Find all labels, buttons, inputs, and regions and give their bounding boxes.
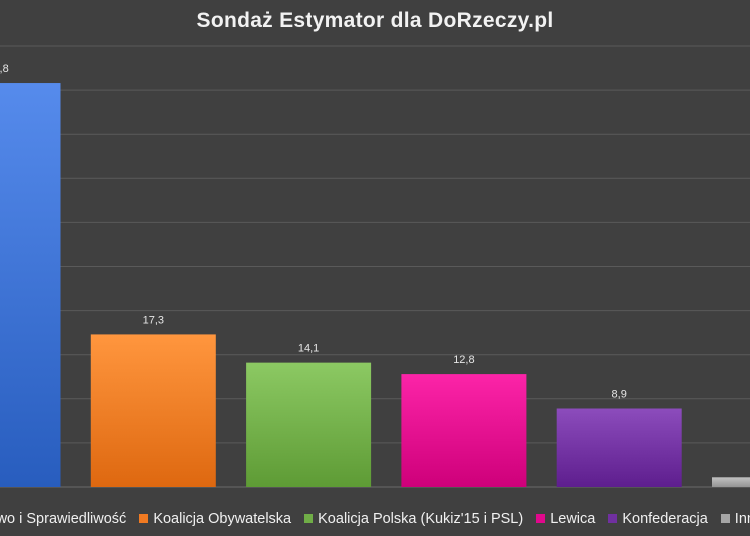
legend-swatch xyxy=(720,513,730,523)
legend-item: Koalicja Polska (Kukiz'15 i PSL) xyxy=(304,511,523,527)
legend-label: Inni xyxy=(734,511,750,528)
legend-swatch xyxy=(608,513,618,523)
legend-swatch xyxy=(304,513,314,523)
legend-label: Koalicja Obywatelska xyxy=(153,511,292,528)
gridlines xyxy=(0,45,750,444)
data-label: 12,8 xyxy=(453,354,474,366)
bar xyxy=(556,408,682,487)
chart-legend: Prawo i Sprawiedliwość Koalicja Obywatels… xyxy=(0,511,750,531)
bar xyxy=(401,374,527,487)
legend-label: Konfederacja xyxy=(622,511,708,528)
bar xyxy=(712,477,750,487)
legend-label: Lewica xyxy=(550,511,596,528)
data-label: 17,3 xyxy=(143,314,164,326)
data-label: 8,9 xyxy=(612,389,627,401)
data-label: 45,8 xyxy=(0,63,9,75)
legend-item: Konfederacja xyxy=(608,511,708,528)
legend-item: Prawo i Sprawiedliwość xyxy=(0,511,126,527)
legend-item: Koalicja Obywatelska xyxy=(139,511,291,527)
data-label: 14,1 xyxy=(298,343,319,355)
bar xyxy=(90,334,216,487)
legend-item: Inni xyxy=(720,511,750,528)
chart-title: Sondaż Estymator dla DoRzeczy.pl xyxy=(196,9,554,32)
bars: 45,8 17,3 14,1 12,8 8,9 xyxy=(0,63,750,487)
bar xyxy=(0,83,61,487)
legend-item: Lewica xyxy=(536,511,595,527)
legend-swatch xyxy=(139,513,149,523)
legend-label: Prawo i Sprawiedliwość xyxy=(0,511,127,528)
legend-swatch xyxy=(536,513,546,523)
legend-label: Koalicja Polska (Kukiz'15 i PSL) xyxy=(318,511,524,528)
bar xyxy=(246,362,372,487)
